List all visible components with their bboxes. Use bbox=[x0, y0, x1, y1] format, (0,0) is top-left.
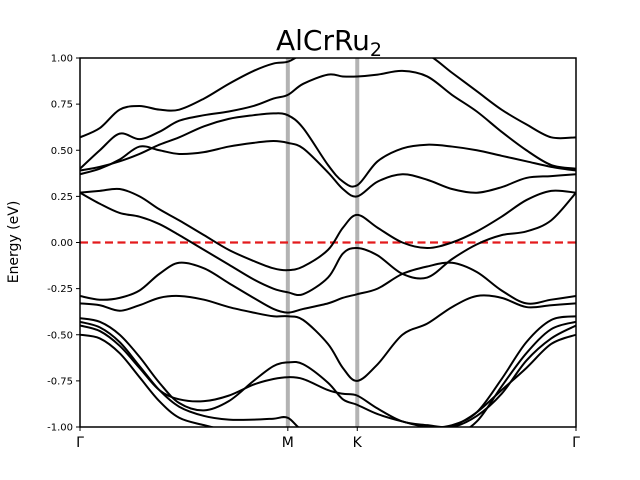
band-line-9 bbox=[80, 140, 576, 198]
y-tick-label: -0.50 bbox=[47, 330, 73, 341]
band-line-6 bbox=[80, 261, 576, 314]
band-line-7 bbox=[80, 191, 576, 297]
band-line-2 bbox=[80, 315, 576, 427]
y-axis-ticks: -1.00 -0.75 -0.50 -0.25 0.00 0.25 0.50 0.75 1.00 bbox=[47, 54, 80, 434]
y-tick-label: 0.50 bbox=[51, 146, 73, 157]
band-line-10 bbox=[80, 112, 576, 188]
band-line-12 bbox=[80, 58, 576, 140]
y-axis-label: Energy (eV) bbox=[6, 201, 22, 284]
band-line-5 bbox=[80, 294, 576, 382]
band-line-4 bbox=[80, 324, 576, 427]
x-tick-label: M bbox=[282, 435, 294, 451]
chart-title-subscript: 2 bbox=[370, 39, 382, 61]
x-tick-label: Γ bbox=[76, 435, 84, 451]
x-tick-label: Γ bbox=[572, 435, 580, 451]
y-tick-label: -0.25 bbox=[47, 284, 73, 295]
band-line-11 bbox=[80, 69, 576, 170]
chart-title: AlCrRu2 bbox=[276, 24, 382, 61]
band-line-8 bbox=[80, 187, 576, 272]
y-tick-label: 1.00 bbox=[51, 54, 73, 65]
band-line-3 bbox=[80, 333, 576, 427]
x-tick-label: K bbox=[353, 435, 363, 451]
y-tick-label: -1.00 bbox=[47, 423, 73, 434]
y-tick-label: 0.00 bbox=[51, 238, 73, 249]
plot-frame bbox=[79, 57, 577, 428]
y-tick-label: -0.75 bbox=[47, 376, 73, 387]
bands-group bbox=[80, 58, 576, 427]
y-tick-label: 0.75 bbox=[51, 100, 73, 111]
y-tick-label: 0.25 bbox=[51, 192, 73, 203]
